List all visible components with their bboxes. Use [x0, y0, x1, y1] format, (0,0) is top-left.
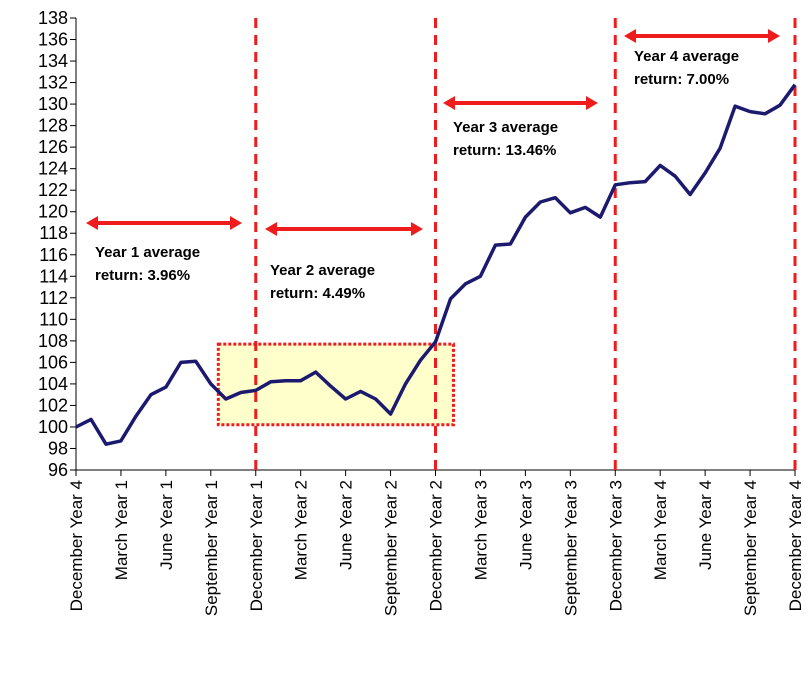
arrow-head-left	[443, 96, 455, 110]
x-tick-label: March Year 3	[471, 480, 490, 580]
year-1-annotation: Year 1 average return: 3.96%	[86, 216, 242, 284]
y-tick-label: 134	[38, 51, 68, 71]
annotations: Year 1 average return: 3.96% Year 2 averag…	[86, 29, 780, 302]
year-2-annotation: Year 2 average return: 4.49%	[265, 222, 423, 302]
x-tick-label: December Year 3	[606, 480, 625, 611]
annotation-line-1: Year 4 average	[634, 48, 739, 65]
annotation-line-1: Year 1 average	[95, 244, 200, 261]
annotation-line-1: Year 2 average	[270, 262, 375, 279]
y-tick-label: 110	[39, 309, 68, 329]
x-tick-label: June Year 1	[157, 480, 176, 570]
arrow-head-right	[230, 216, 242, 230]
y-tick-label: 128	[38, 116, 68, 136]
y-tick-label: 108	[38, 331, 68, 351]
y-tick-label: 122	[38, 180, 68, 200]
x-tick-label: June Year 2	[337, 480, 356, 570]
y-tick-label: 104	[38, 374, 68, 394]
y-tick-label: 126	[38, 137, 68, 157]
y-tick-label: 132	[38, 73, 68, 93]
y-tick-label: 136	[38, 30, 68, 50]
x-tick-label: December Year 4	[67, 480, 86, 611]
highlight-region	[216, 342, 455, 427]
y-tick-label: 100	[38, 417, 68, 437]
x-tick-label: September Year 4	[741, 480, 760, 616]
y-tick-label: 120	[38, 202, 68, 222]
y-tick-label: 102	[38, 395, 68, 415]
arrow-head-left	[624, 29, 636, 43]
arrow-head-right	[768, 29, 780, 43]
annotation-line-2: return: 13.46%	[453, 142, 556, 159]
y-tick-label: 112	[39, 288, 68, 308]
year-3-annotation: Year 3 average return: 13.46%	[443, 96, 598, 159]
y-tick-label: 130	[38, 94, 68, 114]
arrow-head-left	[265, 222, 277, 236]
x-tick-label: September Year 3	[561, 480, 580, 616]
y-tick-label: 118	[39, 223, 68, 243]
y-tick-label: 114	[39, 266, 68, 286]
annotation-line-1: Year 3 average	[453, 119, 558, 136]
x-axis-ticks: December Year 4 March Year 1 June Year 1 Se…	[67, 470, 805, 616]
annotation-line-2: return: 7.00%	[634, 71, 729, 88]
arrow-head-right	[586, 96, 598, 110]
x-tick-label: March Year 1	[112, 480, 131, 580]
x-tick-label: June Year 4	[696, 480, 715, 570]
y-tick-label: 138	[38, 8, 68, 28]
y-tick-label: 116	[39, 245, 68, 265]
arrow-head-left	[86, 216, 98, 230]
x-tick-label: December Year 4	[786, 480, 805, 611]
y-tick-label: 106	[38, 352, 68, 372]
y-tick-label: 98	[48, 438, 68, 458]
x-tick-label: December Year 2	[427, 480, 446, 611]
series	[75, 83, 797, 446]
y-tick-label: 124	[38, 159, 68, 179]
year-4-annotation: Year 4 average return: 7.00%	[624, 29, 780, 88]
y-axis-ticks: 9698100102104106108110112114116118120122…	[38, 8, 76, 480]
y-tick-label: 96	[48, 460, 68, 480]
arrow-head-right	[411, 222, 423, 236]
annotation-line-2: return: 3.96%	[95, 267, 190, 284]
x-tick-label: March Year 4	[651, 480, 670, 580]
series-line	[75, 83, 797, 446]
x-tick-label: September Year 1	[202, 480, 221, 616]
highlight-box	[216, 342, 455, 427]
x-tick-label: December Year 1	[247, 480, 266, 611]
x-tick-label: September Year 2	[382, 480, 401, 616]
annotation-line-2: return: 4.49%	[270, 285, 365, 302]
period-dividers	[254, 18, 797, 470]
x-tick-label: June Year 3	[516, 480, 535, 570]
x-tick-label: March Year 2	[292, 480, 311, 580]
